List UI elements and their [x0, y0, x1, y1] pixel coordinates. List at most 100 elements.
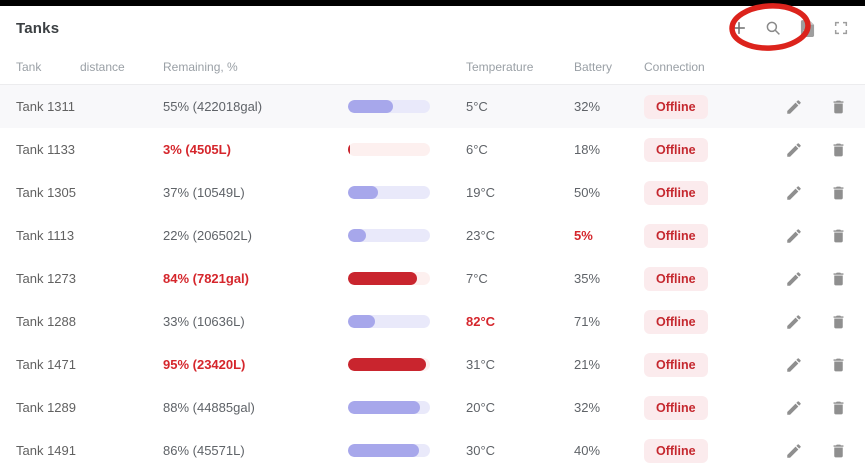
fullscreen-button[interactable] — [829, 16, 853, 40]
temperature-value: 19°C — [466, 185, 496, 200]
trash-icon — [833, 272, 843, 285]
pencil-icon — [787, 357, 801, 372]
battery-value: 50% — [574, 185, 601, 200]
remaining-bar-fill — [348, 143, 351, 156]
table-row: Tank 1273 84% (7821gal) 7°C 35% Offline — [0, 257, 865, 300]
column-header-battery: Battery — [574, 60, 613, 74]
edit-row-button[interactable] — [783, 354, 805, 376]
search-button[interactable] — [761, 16, 785, 40]
remaining-bar — [348, 272, 430, 285]
pencil-icon — [787, 271, 801, 286]
export-button[interactable] — [795, 16, 819, 40]
pencil-icon — [787, 314, 801, 329]
edit-row-button[interactable] — [783, 182, 805, 204]
pencil-icon — [787, 228, 801, 243]
remaining-bar — [348, 444, 430, 457]
delete-row-button[interactable] — [827, 397, 849, 419]
remaining-value: 95% (23420L) — [163, 357, 246, 372]
remaining-value: 22% (206502L) — [163, 228, 252, 243]
temperature-value: 6°C — [466, 142, 488, 157]
connection-status-badge: Offline — [644, 438, 708, 463]
trash-icon — [833, 358, 843, 371]
battery-value: 5% — [574, 228, 593, 243]
temperature-value: 31°C — [466, 357, 496, 372]
tank-name: Tank 1311 — [16, 99, 76, 114]
table-body: Tank 1311 55% (422018gal) 5°C 32% Offlin… — [0, 84, 865, 472]
connection-status-badge: Offline — [644, 309, 708, 334]
connection-status-badge: Offline — [644, 395, 708, 420]
pencil-icon — [787, 185, 801, 200]
remaining-bar — [348, 100, 430, 113]
battery-value: 71% — [574, 314, 601, 329]
table-row: Tank 1491 86% (45571L) 30°C 40% Offline — [0, 429, 865, 472]
trash-icon — [833, 100, 843, 113]
connection-status-badge: Offline — [644, 137, 708, 162]
edit-row-button[interactable] — [783, 139, 805, 161]
delete-row-button[interactable] — [827, 139, 849, 161]
temperature-value: 30°C — [466, 443, 496, 458]
toolbar — [727, 16, 855, 40]
trash-icon — [833, 229, 843, 242]
remaining-bar-fill — [348, 358, 426, 371]
pencil-icon — [787, 443, 801, 458]
plus-icon — [733, 22, 745, 34]
temperature-value: 7°C — [466, 271, 488, 286]
edit-row-button[interactable] — [783, 225, 805, 247]
column-header-temperature: Temperature — [466, 60, 534, 74]
temperature-value: 23°C — [466, 228, 496, 243]
remaining-value: 55% (422018gal) — [163, 99, 263, 114]
tank-name: Tank 1289 — [16, 400, 76, 415]
temperature-value: 5°C — [466, 99, 488, 114]
connection-status-badge: Offline — [644, 223, 708, 248]
delete-row-button[interactable] — [827, 440, 849, 462]
remaining-bar-fill — [348, 315, 376, 328]
add-button[interactable] — [727, 16, 751, 40]
edit-row-button[interactable] — [783, 96, 805, 118]
tank-name: Tank 1133 — [16, 142, 76, 157]
temperature-value: 20°C — [466, 400, 496, 415]
delete-row-button[interactable] — [827, 182, 849, 204]
edit-row-button[interactable] — [783, 268, 805, 290]
edit-row-button[interactable] — [783, 397, 805, 419]
remaining-value: 3% (4505L) — [163, 142, 231, 157]
connection-status-badge: Offline — [644, 94, 708, 119]
battery-value: 40% — [574, 443, 601, 458]
tank-name: Tank 1305 — [16, 185, 76, 200]
table-row: Tank 1289 88% (44885gal) 20°C 32% Offlin… — [0, 386, 865, 429]
column-header-remaining: Remaining, % — [163, 60, 238, 74]
delete-row-button[interactable] — [827, 268, 849, 290]
column-header-distance: distance — [80, 60, 125, 74]
panel-header: Tanks — [0, 6, 865, 50]
delete-row-button[interactable] — [827, 311, 849, 333]
pencil-icon — [787, 400, 801, 415]
trash-icon — [833, 401, 843, 414]
battery-value: 35% — [574, 271, 601, 286]
battery-value: 32% — [574, 400, 601, 415]
delete-row-button[interactable] — [827, 354, 849, 376]
connection-status-badge: Offline — [644, 180, 708, 205]
remaining-bar-fill — [348, 100, 394, 113]
edit-row-button[interactable] — [783, 311, 805, 333]
battery-value: 18% — [574, 142, 601, 157]
temperature-value: 82°C — [466, 314, 496, 329]
remaining-bar — [348, 186, 430, 199]
table-row: Tank 1471 95% (23420L) 31°C 21% Offline — [0, 343, 865, 386]
trash-icon — [833, 315, 843, 328]
remaining-value: 37% (10549L) — [163, 185, 245, 200]
pencil-icon — [787, 142, 801, 157]
edit-row-button[interactable] — [783, 440, 805, 462]
tank-name: Tank 1113 — [16, 228, 75, 243]
search-icon — [766, 21, 780, 35]
table-row: Tank 1133 3% (4505L) 6°C 18% Offline — [0, 128, 865, 171]
column-headers: Tank distance Remaining, % Temperature B… — [0, 50, 865, 84]
connection-status-badge: Offline — [644, 352, 708, 377]
remaining-bar — [348, 315, 430, 328]
delete-row-button[interactable] — [827, 96, 849, 118]
remaining-value: 86% (45571L) — [163, 443, 245, 458]
fullscreen-icon — [834, 21, 848, 35]
export-file-icon — [800, 19, 814, 37]
column-header-tank: Tank — [16, 60, 42, 74]
remaining-bar — [348, 401, 430, 414]
delete-row-button[interactable] — [827, 225, 849, 247]
